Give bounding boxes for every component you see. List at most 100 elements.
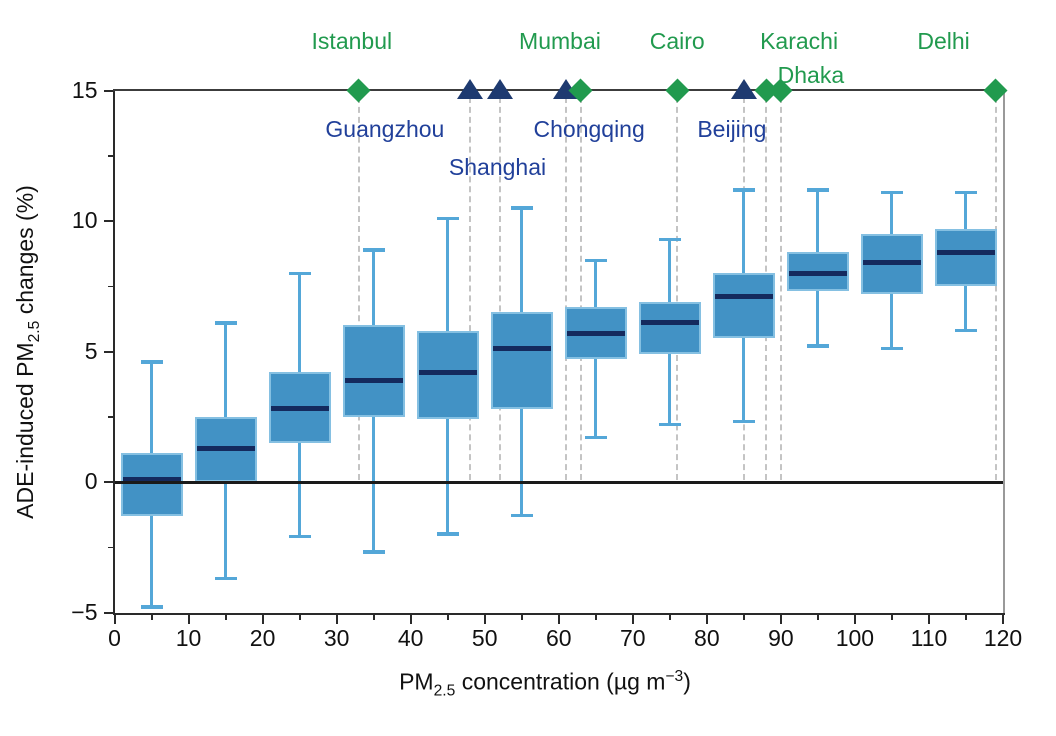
city-label-karachi: Karachi xyxy=(760,28,839,54)
right-spine xyxy=(1003,89,1005,614)
city-label-beijing: Beijing xyxy=(697,116,767,142)
x-tick-60 xyxy=(557,614,560,624)
x-tick-label-20: 20 xyxy=(249,624,276,651)
dashed-line-delhi xyxy=(994,96,997,480)
dashed-line-shanghai xyxy=(498,96,501,480)
whisker-cap-bottom-box-x95 xyxy=(806,344,829,348)
x-tick-label-60: 60 xyxy=(545,624,572,651)
whisker-cap-bottom-box-x65 xyxy=(584,435,607,440)
x-minor-tick-25 xyxy=(299,614,301,620)
median-box-x75 xyxy=(640,320,699,326)
whisker-cap-top-box-x45 xyxy=(436,216,459,221)
whisker-cap-bottom-box-x15 xyxy=(214,576,237,581)
x-tick-label-100: 100 xyxy=(835,624,875,651)
x-tick-label-70: 70 xyxy=(619,624,646,651)
y-minor-tick-7.5 xyxy=(107,285,113,287)
whisker-cap-top-box-x85 xyxy=(732,188,755,192)
whisker-cap-bottom-box-x25 xyxy=(288,534,311,539)
city-label-delhi: Delhi xyxy=(917,28,970,54)
y-minor-tick--2.5 xyxy=(107,546,113,548)
x-tick-100 xyxy=(853,614,856,624)
x-axis-title-subscript: 2.5 xyxy=(433,682,456,700)
x-tick-110 xyxy=(927,614,930,624)
x-tick-label-50: 50 xyxy=(471,624,498,651)
whisker-cap-bottom-box-x35 xyxy=(362,550,385,554)
x-tick-120 xyxy=(1002,614,1004,624)
dashed-line-dhaka xyxy=(779,96,782,480)
whisker-cap-bottom-box-x115 xyxy=(954,328,977,333)
y-tick-label-0: 0 xyxy=(84,468,98,494)
median-box-x85 xyxy=(714,294,773,300)
whisker-cap-top-box-x25 xyxy=(288,271,311,276)
y-tick-label-15: 15 xyxy=(71,76,98,103)
y-tick-5 xyxy=(103,350,113,353)
y-tick-0 xyxy=(103,481,113,483)
whisker-cap-bottom-box-x85 xyxy=(732,419,755,424)
x-tick-label-80: 80 xyxy=(694,624,720,651)
median-box-x115 xyxy=(936,249,995,255)
x-tick-label-90: 90 xyxy=(768,624,794,651)
x-tick-label-0: 0 xyxy=(108,624,121,651)
median-box-x105 xyxy=(862,260,921,266)
whisker-cap-bottom-box-x105 xyxy=(880,346,903,351)
city-marker-shanghai-triangle-icon xyxy=(486,78,513,99)
median-box-x35 xyxy=(344,377,403,383)
whisker-cap-top-box-x35 xyxy=(362,248,385,252)
city-label-shanghai: Shanghai xyxy=(448,154,547,180)
y-minor-tick-12.5 xyxy=(107,155,113,157)
dashed-line-istanbul xyxy=(357,96,360,480)
x-tick-label-30: 30 xyxy=(323,624,350,651)
median-box-x55 xyxy=(492,346,551,352)
box-box-x85 xyxy=(712,273,775,339)
median-box-x5 xyxy=(122,476,181,482)
y-tick-label--5: −5 xyxy=(71,598,98,625)
x-minor-tick-45 xyxy=(447,614,449,620)
city-label-mumbai: Mumbai xyxy=(519,28,601,54)
city-label-guangzhou: Guangzhou xyxy=(325,116,445,142)
city-label-dhaka: Dhaka xyxy=(777,62,845,88)
y-tick-label-5: 5 xyxy=(84,337,98,364)
x-axis-title-text: PM xyxy=(399,668,434,695)
box-box-x75 xyxy=(638,301,701,355)
median-box-x65 xyxy=(566,330,625,336)
median-box-x15 xyxy=(196,445,255,451)
zero-line xyxy=(114,480,1003,484)
y-minor-tick-2.5 xyxy=(107,416,113,418)
bottom-spine xyxy=(112,612,1005,615)
x-tick-20 xyxy=(261,614,264,624)
x-axis-title-superscript: −3 xyxy=(665,668,684,685)
x-tick-label-10: 10 xyxy=(175,624,202,651)
city-label-cairo: Cairo xyxy=(649,28,705,54)
x-minor-tick-105 xyxy=(891,614,893,620)
x-tick-label-40: 40 xyxy=(397,624,424,651)
x-minor-tick-85 xyxy=(743,614,745,620)
city-marker-beijing-triangle-icon xyxy=(730,78,757,99)
x-minor-tick-55 xyxy=(521,614,523,620)
x-tick-label-110: 110 xyxy=(910,624,948,651)
x-minor-tick-35 xyxy=(373,614,375,620)
x-axis-title-mid: concentration (µg m xyxy=(455,668,666,695)
whisker-cap-bottom-box-x75 xyxy=(658,422,681,427)
x-minor-tick-115 xyxy=(965,614,967,620)
city-label-chongqing: Chongqing xyxy=(533,116,645,142)
x-minor-tick-65 xyxy=(595,614,597,620)
x-tick-label-120: 120 xyxy=(983,624,1023,651)
box-box-x115 xyxy=(934,228,997,287)
x-minor-tick-15 xyxy=(225,614,227,620)
x-minor-tick-5 xyxy=(151,614,153,620)
whisker-cap-top-box-x115 xyxy=(954,190,977,195)
whisker-cap-top-box-x65 xyxy=(584,258,607,263)
box-box-x55 xyxy=(490,312,553,409)
left-spine xyxy=(112,89,115,614)
whisker-cap-bottom-box-x55 xyxy=(510,513,533,518)
median-box-x45 xyxy=(418,369,477,375)
x-tick-40 xyxy=(409,614,412,624)
x-tick-90 xyxy=(779,614,782,624)
x-tick-10 xyxy=(187,614,190,624)
dashed-line-mumbai xyxy=(579,96,582,480)
median-box-x25 xyxy=(270,406,329,412)
dashed-line-cairo xyxy=(676,96,679,480)
x-tick-50 xyxy=(483,614,486,624)
dashed-line-chongqing xyxy=(565,96,568,480)
